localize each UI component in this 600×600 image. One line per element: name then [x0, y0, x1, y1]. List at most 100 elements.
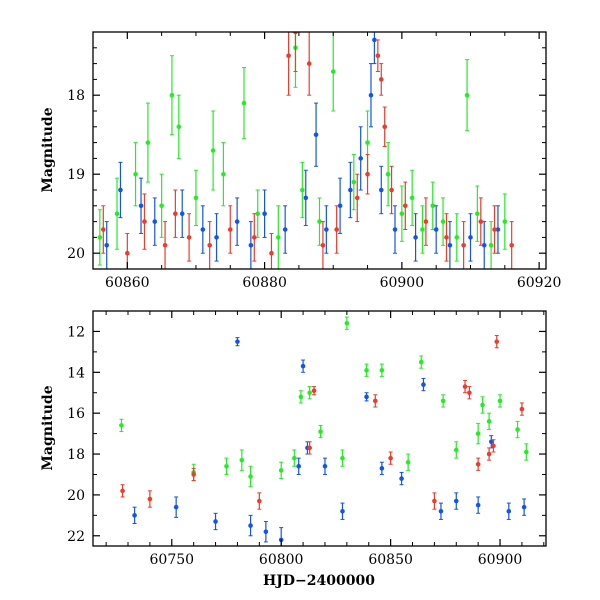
y-tick-label: 20: [67, 488, 85, 504]
bottom-data-point: [322, 457, 328, 475]
top-data-point: [488, 221, 494, 269]
bottom-data-point: [379, 363, 385, 377]
bottom-data-point: [506, 502, 512, 520]
top-data-point: [114, 177, 120, 250]
bottom-data-point: [432, 492, 437, 510]
top-data-point: [227, 205, 233, 254]
bottom-data-point: [497, 394, 503, 408]
bottom-data-point: [475, 457, 481, 471]
x-tick-label: 60750: [150, 552, 195, 568]
top-data-point: [354, 173, 360, 223]
y-tick-label: 16: [67, 406, 85, 422]
top-data-point: [303, 169, 309, 227]
bottom-data-point: [421, 377, 426, 392]
top-data-point: [186, 213, 192, 262]
top-data-point: [423, 197, 429, 246]
bottom-data-point: [467, 386, 472, 400]
top-data-point: [142, 193, 147, 250]
top-data-point: [173, 189, 178, 238]
top-data-point: [478, 197, 484, 246]
bottom-plot-area: [119, 316, 529, 546]
bottom-data-point: [521, 498, 527, 516]
top-data-point: [320, 221, 326, 269]
top-data-point: [475, 185, 480, 242]
top-data-point: [276, 205, 281, 269]
top-data-point: [375, 39, 381, 72]
light-curve-panel-top: 60860 60880 60900 60920 18 19 20 Magnitude: [40, 31, 561, 291]
top-data-point: [251, 213, 257, 262]
bottom-data-point: [213, 512, 218, 531]
top-data-point: [444, 213, 449, 262]
bottom-data-point: [524, 443, 529, 461]
top-data-point: [152, 197, 158, 246]
top-y-axis-label: Magnitude: [40, 107, 56, 192]
top-data-point: [378, 165, 384, 215]
top-data-point: [138, 177, 144, 234]
top-axes: 60860 60880 60900 60920 18 19 20: [67, 31, 561, 291]
top-data-point: [351, 153, 357, 211]
top-data-point: [214, 213, 219, 262]
top-data-point: [269, 232, 274, 269]
bottom-data-point: [494, 335, 500, 349]
x-tick-label: 60850: [368, 552, 413, 568]
bottom-data-point: [438, 502, 444, 520]
top-data-point: [378, 63, 384, 96]
bottom-data-point: [318, 424, 323, 439]
top-data-point: [330, 32, 336, 112]
top-data-point: [382, 106, 388, 148]
x-tick-label: 60800: [259, 552, 304, 568]
light-curve-panel-bottom: 60750 60800 60850 60900 12 14 16 18 20 22 Magnitu…: [40, 310, 547, 589]
top-data-point: [306, 32, 312, 96]
top-data-point: [454, 213, 460, 262]
bottom-data-point: [278, 461, 284, 480]
top-data-point: [207, 221, 212, 269]
bottom-data-point: [364, 392, 369, 402]
bottom-data-point: [453, 441, 459, 459]
top-data-point: [372, 32, 377, 65]
bottom-data-point: [462, 379, 468, 394]
bottom-data-point: [120, 484, 125, 498]
top-data-point: [447, 221, 453, 269]
top-plot-area: [97, 32, 514, 269]
top-plot-frame: [92, 31, 547, 270]
bottom-data-point: [379, 461, 385, 475]
bottom-data-point: [486, 447, 492, 461]
bottom-data-point: [475, 422, 481, 445]
top-data-point: [234, 197, 240, 246]
bottom-y-axis-label: Magnitude: [40, 385, 56, 470]
x-tick-label: 60900: [380, 275, 425, 291]
bottom-data-point: [147, 490, 153, 508]
y-tick-label: 18: [67, 447, 85, 463]
bottom-data-point: [239, 449, 245, 471]
top-data-point: [286, 32, 291, 96]
y-tick-label: 20: [67, 246, 85, 262]
bottom-data-point: [440, 394, 446, 408]
top-data-point: [413, 213, 418, 262]
bottom-data-point: [340, 449, 345, 467]
bottom-series-1: [132, 337, 527, 546]
top-data-point: [389, 165, 394, 215]
top-series-1: [104, 32, 501, 269]
bottom-data-point: [340, 502, 345, 520]
bottom-data-point: [519, 402, 525, 416]
top-series-2: [100, 32, 514, 269]
top-data-point: [495, 205, 501, 254]
bottom-data-point: [307, 441, 312, 455]
bottom-data-point: [191, 467, 196, 482]
bottom-data-point: [480, 396, 485, 414]
bottom-data-point: [300, 359, 306, 373]
top-data-point: [399, 185, 405, 242]
bottom-data-point: [491, 439, 496, 453]
top-data-point: [176, 94, 182, 159]
top-data-point: [169, 55, 175, 136]
bottom-data-point: [364, 363, 369, 377]
top-data-point: [313, 102, 319, 167]
top-data-point: [409, 169, 415, 227]
top-data-point: [145, 102, 151, 183]
bottom-data-point: [453, 492, 459, 510]
top-data-point: [365, 153, 370, 195]
bottom-data-point: [248, 514, 253, 537]
top-data-point: [461, 221, 466, 269]
top-data-point: [300, 161, 305, 219]
